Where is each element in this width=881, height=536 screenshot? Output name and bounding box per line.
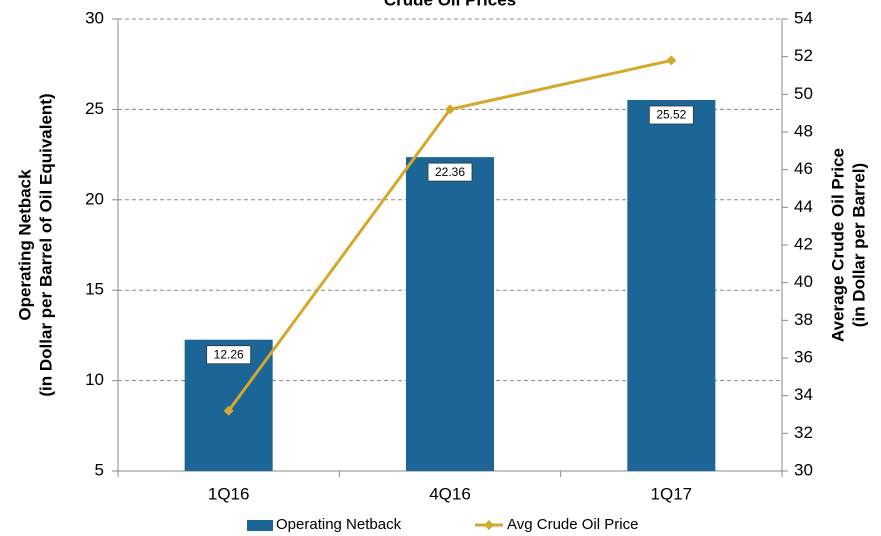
value-label-box	[648, 105, 694, 125]
legend-label: Operating Netback	[276, 516, 402, 533]
legend-label: Avg Crude Oil Price	[507, 516, 638, 533]
y2-tick-label: 54	[794, 8, 813, 27]
x-tick-label: 1Q16	[208, 484, 250, 503]
y2-tick-label: 42	[794, 234, 813, 253]
y2-tick-label: 36	[794, 347, 813, 366]
y-tick-label: 5	[95, 460, 104, 479]
y-axis-label-line: Operating Netback	[16, 169, 35, 321]
y-tick-label: 30	[85, 8, 104, 27]
y-tick-label: 10	[85, 370, 104, 389]
marker	[666, 55, 677, 66]
y2-tick-label: 40	[794, 272, 813, 291]
y2-axis-label-line: Average Crude Oil Price	[829, 148, 848, 342]
y2-axis-label-line: (in Dollar per Barrel)	[850, 163, 869, 327]
y-tick-label: 20	[85, 189, 104, 208]
x-tick-label: 1Q17	[651, 484, 693, 503]
y2-tick-label: 50	[794, 84, 813, 103]
value-label: 22.36	[435, 165, 465, 179]
marker	[445, 104, 455, 115]
y2-tick-label: 44	[794, 197, 813, 216]
legend-marker	[484, 520, 494, 530]
y2-tick-label: 30	[794, 460, 813, 479]
y2-axis-label: Average Crude Oil Price (in Dollar per Ba…	[829, 148, 869, 342]
chart-title: Crude Oil Prices	[384, 0, 516, 9]
bar	[406, 157, 494, 471]
y-axis-label: Operating Netback (in Dollar per Barrel o…	[16, 93, 56, 396]
y2-tick-label: 46	[794, 159, 813, 178]
bar	[627, 99, 716, 471]
marker	[223, 405, 234, 416]
y2-tick-label: 52	[794, 46, 813, 65]
legend-swatch	[247, 520, 273, 531]
y2-tick-label: 34	[794, 385, 813, 404]
value-label-box	[206, 345, 252, 365]
y2-tick-label: 32	[794, 423, 813, 442]
value-label-box	[427, 162, 473, 182]
value-label: 25.52	[656, 108, 686, 122]
y-tick-label: 15	[85, 280, 104, 299]
value-label: 12.26	[214, 347, 244, 361]
x-tick-label: 4Q16	[429, 484, 471, 503]
y2-tick-label: 48	[794, 121, 813, 140]
y-axis-label-line: (in Dollar per Barrel of Oil Equivalent)	[37, 93, 56, 396]
y-tick-label: 25	[85, 99, 104, 118]
y2-tick-label: 38	[794, 310, 813, 329]
